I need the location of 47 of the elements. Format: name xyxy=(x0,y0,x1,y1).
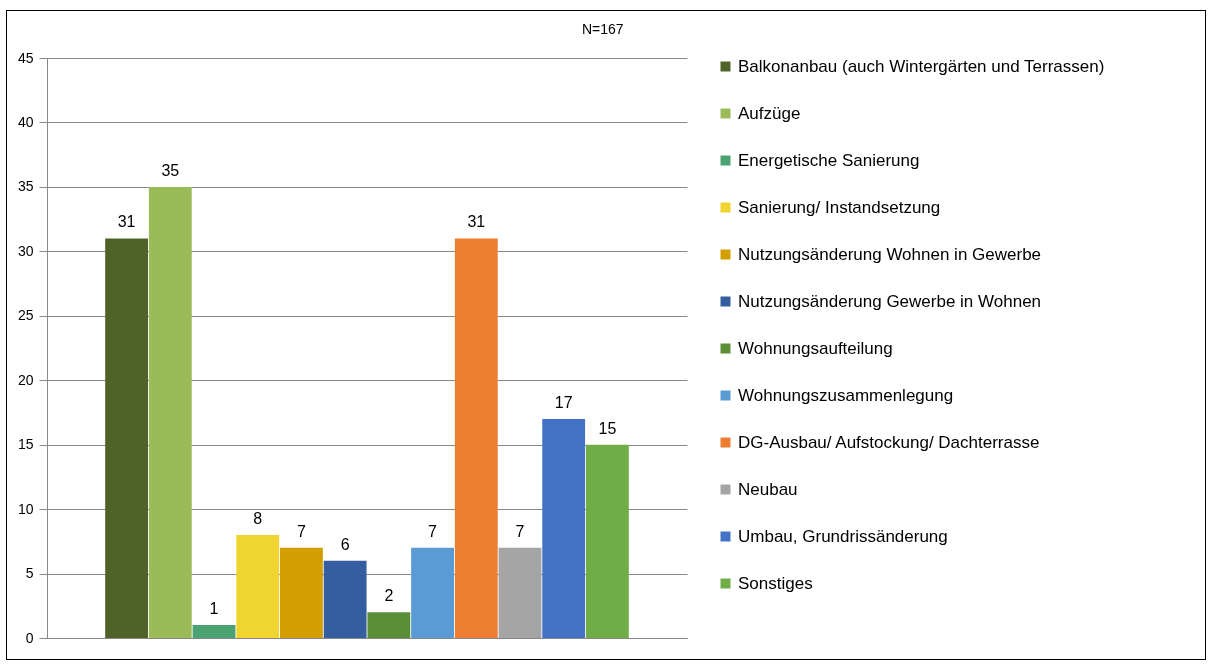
y-tick-label: 10 xyxy=(17,500,34,517)
bar xyxy=(367,612,411,638)
data-label: 2 xyxy=(384,587,394,605)
legend-label: Balkonanbau (auch Wintergärten und Terrassen) xyxy=(738,56,1105,76)
legend-label: Wohnungszusammenlegung xyxy=(738,385,954,405)
y-tick-label: 5 xyxy=(25,565,34,582)
bar xyxy=(323,560,367,638)
data-label: 1 xyxy=(209,600,219,618)
bar xyxy=(148,186,192,638)
y-tick-label: 0 xyxy=(25,629,34,646)
y-tick-label: 30 xyxy=(17,242,34,259)
bar xyxy=(498,547,542,638)
bar xyxy=(454,238,498,638)
bar xyxy=(542,418,586,638)
data-label: 6 xyxy=(340,535,350,553)
data-label: 17 xyxy=(554,393,573,411)
legend-label: DG-Ausbau/ Aufstockung/ Dachterrasse xyxy=(738,432,1040,452)
bar xyxy=(411,547,454,638)
data-label: 31 xyxy=(467,213,486,231)
y-tick-label: 35 xyxy=(17,178,34,195)
legend-label: Sanierung/ Instandsetzung xyxy=(738,197,941,217)
legend-label: Aufzüge xyxy=(738,103,801,123)
data-label: 8 xyxy=(253,509,263,527)
bar xyxy=(280,547,323,638)
legend-label: Neubau xyxy=(738,479,798,499)
y-tick-label: 45 xyxy=(17,49,34,66)
bar xyxy=(236,534,280,638)
legend-label: Wohnungsaufteilung xyxy=(738,338,893,358)
legend-label: Nutzungsänderung Gewerbe in Wohnen xyxy=(738,291,1042,311)
y-tick-label: 20 xyxy=(17,371,34,388)
legend-label: Sonstiges xyxy=(738,573,813,593)
data-label: 7 xyxy=(428,522,438,540)
data-label: 31 xyxy=(117,213,136,231)
legend-label: Nutzungsänderung Wohnen in Gewerbe xyxy=(738,244,1042,264)
data-label: 7 xyxy=(515,522,525,540)
bar xyxy=(105,238,149,638)
bar xyxy=(192,625,236,638)
text: N=167 xyxy=(582,21,624,37)
legend-label: Energetische Sanierung xyxy=(738,150,920,170)
data-label: 35 xyxy=(161,161,180,179)
data-label: 15 xyxy=(598,419,617,437)
legend-label: Umbau, Grundrissänderung xyxy=(738,526,948,546)
data-label: 7 xyxy=(296,522,306,540)
y-tick-label: 25 xyxy=(17,307,34,324)
y-tick-label: 15 xyxy=(17,436,34,453)
bar xyxy=(585,444,629,638)
y-tick-label: 40 xyxy=(17,113,34,130)
